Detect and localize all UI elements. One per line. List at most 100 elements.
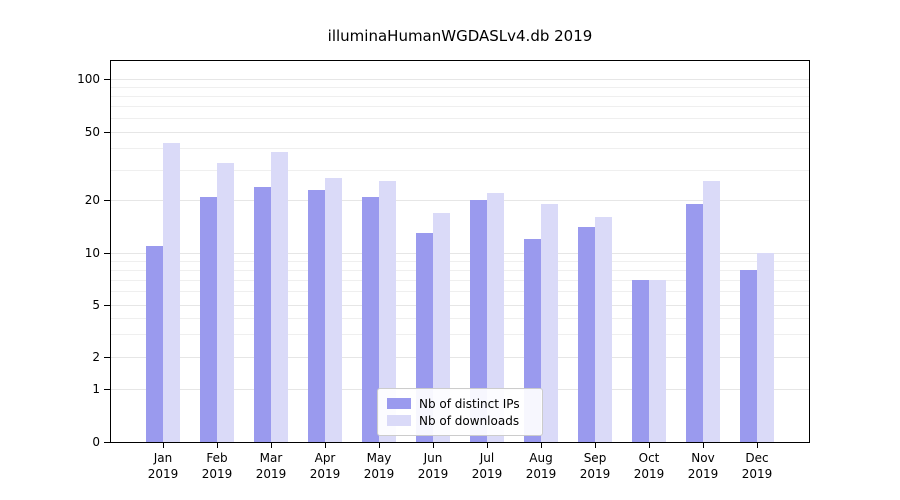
x-tick-mark <box>595 443 596 448</box>
bar-downloads-feb <box>217 162 234 442</box>
x-tick-mark <box>217 443 218 448</box>
x-label-year: 2019 <box>525 467 557 481</box>
y-tick-mark <box>104 304 110 306</box>
bar-distinct-ips-dec <box>740 269 757 442</box>
y-tick-mark <box>104 78 110 80</box>
gridline-major <box>111 252 809 254</box>
x-label-year: 2019 <box>471 467 503 481</box>
x-tick-label: Jan 2019 <box>131 450 195 482</box>
bar-distinct-ips-feb <box>200 196 217 442</box>
bar-downloads-nov <box>703 180 720 442</box>
y-tick-label: 20 <box>84 193 100 208</box>
y-tick-label: 10 <box>84 245 100 260</box>
gridline-major <box>111 357 809 359</box>
x-tick-mark <box>163 443 164 448</box>
x-tick-label: Sep 2019 <box>563 450 627 482</box>
y-tick-label: 5 <box>92 297 100 312</box>
bar-downloads-jul <box>487 193 504 442</box>
gridline-minor <box>111 86 809 88</box>
x-tick-mark <box>271 443 272 448</box>
x-label-year: 2019 <box>363 467 395 481</box>
gridline-minor <box>111 169 809 171</box>
gridline-minor <box>111 334 809 336</box>
legend-label-distinct-ips: Nb of distinct IPs <box>419 396 520 411</box>
bar-distinct-ips-may <box>362 196 379 442</box>
x-label-month: Mar <box>259 451 283 465</box>
x-tick-label: Jul 2019 <box>455 450 519 482</box>
bar-distinct-ips-apr <box>308 189 325 442</box>
bar-downloads-aug <box>541 204 558 442</box>
x-label-month: Apr <box>314 451 336 465</box>
bar-downloads-apr <box>325 177 342 442</box>
x-tick-mark <box>379 443 380 448</box>
x-label-month: May <box>366 451 392 465</box>
y-tick-label: 2 <box>92 350 100 365</box>
bar-downloads-dec <box>757 252 774 442</box>
gridline-major <box>111 131 809 133</box>
gridline-major <box>111 78 809 80</box>
bar-distinct-ips-nov <box>686 204 703 442</box>
y-tick-mark <box>104 357 110 359</box>
x-label-month: Aug <box>529 451 553 465</box>
bar-downloads-jan <box>163 142 180 442</box>
y-tick-mark <box>104 442 110 443</box>
x-tick-label: Nov 2019 <box>671 450 735 482</box>
y-tick-mark <box>104 200 110 202</box>
x-label-year: 2019 <box>201 467 233 481</box>
x-tick-mark <box>487 443 488 448</box>
y-tick-mark <box>104 389 110 391</box>
legend: Nb of distinct IPs Nb of downloads <box>377 388 543 436</box>
bar-downloads-jun <box>433 212 450 442</box>
bar-distinct-ips-sep <box>578 227 595 442</box>
y-tick-mark <box>104 131 110 133</box>
bar-downloads-may <box>379 180 396 442</box>
gridline-minor <box>111 279 809 281</box>
x-tick-mark <box>703 443 704 448</box>
bar-downloads-sep <box>595 217 612 442</box>
y-tick-label: 50 <box>84 124 100 139</box>
gridline-minor <box>111 117 809 119</box>
x-tick-mark <box>433 443 434 448</box>
x-tick-label: Aug 2019 <box>509 450 573 482</box>
gridline-minor <box>111 269 809 271</box>
gridline-minor <box>111 148 809 150</box>
x-label-month: Dec <box>745 451 769 465</box>
x-tick-mark <box>649 443 650 448</box>
gridline-minor <box>111 317 809 319</box>
x-label-month: Jan <box>153 451 173 465</box>
x-label-month: Feb <box>206 451 228 465</box>
x-label-month: Jul <box>479 451 495 465</box>
x-tick-label: May 2019 <box>347 450 411 482</box>
bar-distinct-ips-jan <box>146 245 163 442</box>
gridline-minor <box>111 260 809 262</box>
y-tick-mark <box>104 252 110 254</box>
gridline-minor <box>111 106 809 108</box>
legend-label-downloads: Nb of downloads <box>419 413 520 428</box>
x-label-year: 2019 <box>633 467 665 481</box>
x-tick-mark <box>757 443 758 448</box>
x-tick-label: Mar 2019 <box>239 450 303 482</box>
x-label-year: 2019 <box>309 467 341 481</box>
bar-distinct-ips-jul <box>470 200 487 442</box>
legend-entry-distinct-ips: Nb of distinct IPs <box>387 395 533 412</box>
legend-swatch-downloads <box>387 415 411 426</box>
x-label-year: 2019 <box>147 467 179 481</box>
x-tick-mark <box>325 443 326 448</box>
x-label-month: Sep <box>583 451 607 465</box>
chart-title: illuminaHumanWGDASLv4.db 2019 <box>327 27 593 45</box>
y-tick-label: 0 <box>92 435 100 449</box>
bar-downloads-oct <box>649 279 666 442</box>
x-label-year: 2019 <box>255 467 287 481</box>
x-tick-label: Oct 2019 <box>617 450 681 482</box>
x-label-year: 2019 <box>741 467 773 481</box>
bar-downloads-mar <box>271 152 288 442</box>
x-label-month: Oct <box>638 451 660 465</box>
x-label-month: Jun <box>423 451 443 465</box>
x-tick-label: Apr 2019 <box>293 450 357 482</box>
plot-area <box>110 60 810 443</box>
legend-swatch-distinct-ips <box>387 398 411 409</box>
gridline-major <box>111 200 809 202</box>
gridline-major <box>111 304 809 306</box>
x-label-year: 2019 <box>417 467 449 481</box>
